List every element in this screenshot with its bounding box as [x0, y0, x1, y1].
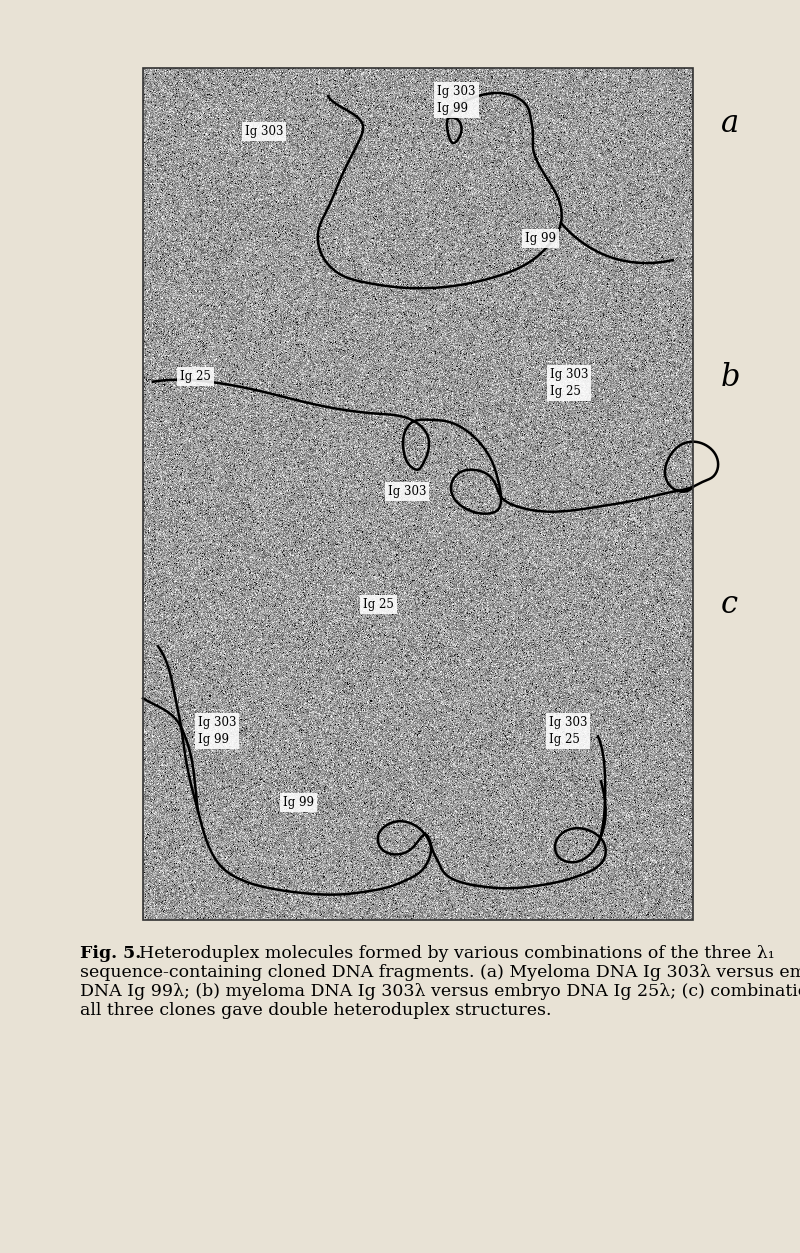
Text: b: b	[721, 362, 741, 392]
Text: Ig 303
Ig 99: Ig 303 Ig 99	[198, 715, 237, 746]
Bar	[143, 68, 693, 920]
Text: Fig. 5.: Fig. 5.	[80, 945, 142, 962]
Text: all three clones gave double heteroduplex structures.: all three clones gave double heteroduple…	[80, 1002, 551, 1019]
Text: Ig 303
Ig 25: Ig 303 Ig 25	[549, 715, 587, 746]
Text: c: c	[721, 589, 738, 620]
Text: Ig 303: Ig 303	[245, 125, 283, 138]
Text: a: a	[721, 108, 739, 139]
Text: Ig 25: Ig 25	[363, 598, 394, 611]
Text: Ig 303
Ig 99: Ig 303 Ig 99	[438, 85, 476, 115]
Text: Ig 25: Ig 25	[181, 370, 211, 383]
Text: sequence-containing cloned DNA fragments. (a) Myeloma DNA Ig 303λ versus embryo: sequence-containing cloned DNA fragments…	[80, 964, 800, 981]
Text: Ig 99: Ig 99	[526, 232, 556, 244]
Text: Ig 303
Ig 25: Ig 303 Ig 25	[550, 368, 589, 398]
Text: Ig 303: Ig 303	[388, 485, 426, 497]
Text: Heteroduplex molecules formed by various combinations of the three λ₁: Heteroduplex molecules formed by various…	[128, 945, 774, 962]
Text: Ig 99: Ig 99	[283, 796, 314, 809]
Text: DNA Ig 99λ; (b) myeloma DNA Ig 303λ versus embryo DNA Ig 25λ; (c) combination of: DNA Ig 99λ; (b) myeloma DNA Ig 303λ vers…	[80, 984, 800, 1000]
